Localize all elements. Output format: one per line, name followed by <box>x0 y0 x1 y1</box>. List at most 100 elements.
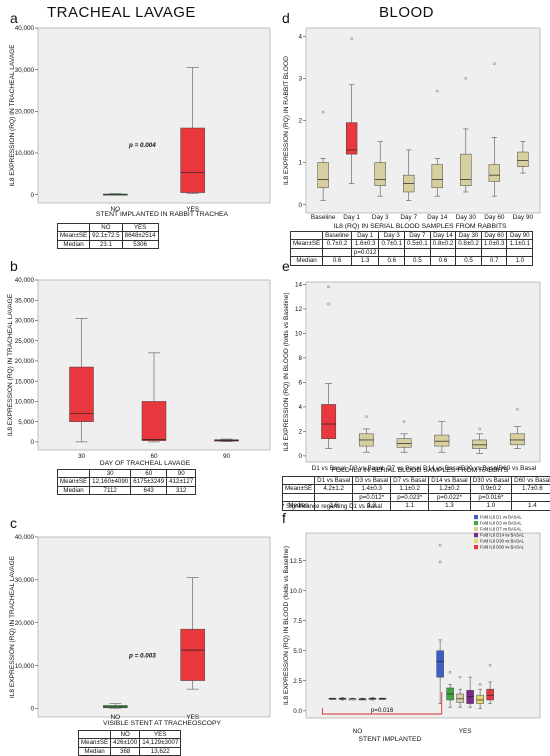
x-category-label-b: 30 <box>78 453 86 460</box>
box-e <box>510 434 524 445</box>
legend-label-f: Fold IL8 D14 vs BASAL <box>480 533 525 538</box>
stats-table-cell: 0.5 <box>405 257 431 265</box>
stats-table-cell: p=0.016* <box>470 493 511 501</box>
y-tick-label-b: 20,000 <box>15 358 35 365</box>
y-tick-label-e: 4 <box>298 404 302 411</box>
legend-swatch-f <box>474 515 478 519</box>
y-tick-label-c: 20,000 <box>15 620 35 627</box>
y-tick-label-b: 30,000 <box>15 318 35 325</box>
legend-label-f: Fold IL8 D7 vs BASAL <box>480 527 522 532</box>
legend-swatch-f <box>474 533 478 537</box>
y-tick-label-b: 40,000 <box>15 277 35 284</box>
stats-table-cell: 30 <box>90 470 131 478</box>
stats-table-cell: 412±127 <box>167 478 196 486</box>
stats-table-cell <box>405 248 431 256</box>
x-category-label-e: D3 vs Basal <box>349 465 383 472</box>
x-axis-label-b: DAY OF TRACHEAL LAVAGE <box>100 460 191 467</box>
box-d <box>346 123 357 155</box>
stats-table-cell: Day 90 <box>507 232 533 240</box>
box-d <box>318 163 329 188</box>
legend-label-f: Fold IL8 D30 vs BASAL <box>480 539 525 544</box>
x-category-label-d: Day 90 <box>513 214 534 221</box>
x-category-label-d: Day 1 <box>343 214 360 221</box>
stats-table-cell: 0.7±0.2 <box>323 240 352 248</box>
x-category-label-e: D60 vs Basal <box>499 465 537 472</box>
stats-table-cell: Mean±SE <box>58 478 90 486</box>
stats-table-cell: NO <box>90 224 122 232</box>
stats-table-cell: Day 7 <box>405 232 431 240</box>
box-d <box>432 165 443 188</box>
y-tick-label-b: 0 <box>30 439 34 446</box>
y-tick-label-a: 40,000 <box>15 25 35 32</box>
stats-table-cell: 90 <box>167 470 196 478</box>
y-tick-label-d: 1 <box>298 160 302 167</box>
x-category-label-b: 60 <box>150 453 158 460</box>
x-category-label-a: NO <box>111 206 121 213</box>
x-category-label-d: Day 30 <box>456 214 477 221</box>
y-tick-label-a: 30,000 <box>15 67 35 74</box>
stats-table-cell: 92.1±72.5 <box>90 232 122 240</box>
stats-table-cell: 0.5±0.1 <box>405 240 431 248</box>
p-value-annotation-a: p = 0.004 <box>128 142 156 149</box>
footnote-e: * Significance regarding D1 vs Basal <box>282 503 382 510</box>
stats-table-cell: 0.7±0.1 <box>379 240 405 248</box>
stats-table-cell <box>283 477 315 485</box>
stats-table-cell: D3 vs Basal <box>353 477 391 485</box>
y-tick-label-e: 0 <box>298 453 302 460</box>
stats-table-cell <box>58 224 90 232</box>
y-tick-label-f: 5.0 <box>293 648 302 655</box>
stats-table-cell: 23.1 <box>90 240 122 248</box>
stats-table-cell: 1.0 <box>507 257 533 265</box>
plot-area-f <box>306 533 540 718</box>
stats-table-cell: Day 1 <box>351 232 379 240</box>
stats-table-cell: 1.4±0.3 <box>353 485 391 493</box>
stats-table-cell: YES <box>122 224 158 232</box>
stats-table-cell: Mean±SE <box>79 739 111 747</box>
legend-label-f: Fold IL8 D60 vs BASAL <box>480 545 525 550</box>
box-f <box>487 689 494 700</box>
stats-table-cell: 5306 <box>122 240 158 248</box>
stats-table-cell: D14 vs Basal <box>429 477 470 485</box>
legend-swatch-f <box>474 527 478 531</box>
y-tick-label-c: 40,000 <box>15 534 35 541</box>
stats-table-cell: 0.9±0.2 <box>470 485 511 493</box>
x-category-label-e: D1 vs Basal <box>312 465 346 472</box>
y-axis-label-e: IL8 EXPRESSION (RQ) IN BLOOD (folds vs B… <box>283 292 290 451</box>
x-axis-label-f: STENT IMPLANTED <box>359 736 422 743</box>
stats-table-cell <box>323 248 352 256</box>
stats-table-cell: 4.2±1.2 <box>315 485 353 493</box>
stats-table-cell: 14,129±3007 <box>140 739 181 747</box>
stats-table-cell: 1.1±0.1 <box>507 240 533 248</box>
p-value-annotation-f: p=0.016 <box>371 707 394 714</box>
y-tick-label-d: 0 <box>298 202 302 209</box>
box-b <box>142 401 166 440</box>
y-tick-label-c: 0 <box>30 706 34 713</box>
y-tick-label-e: 14 <box>295 282 303 289</box>
y-tick-label-f: 12.5 <box>290 558 303 565</box>
stats-table-cell: 0.6 <box>323 257 352 265</box>
y-tick-label-e: 2 <box>298 429 302 436</box>
stats-table-cell: 0.8±0.2 <box>430 240 456 248</box>
x-category-label-c: YES <box>186 714 199 721</box>
legend-swatch-f <box>474 545 478 549</box>
stats-table-cell: p=0.023* <box>391 493 429 501</box>
y-tick-label-a: 20,000 <box>15 109 35 116</box>
x-axis-label-c: VISIBLE STENT AT TRACHEOSCOPY <box>103 720 222 727</box>
stats-table-cell: p=0.012 <box>351 248 379 256</box>
box-f <box>467 690 474 703</box>
y-tick-label-f: 10.0 <box>290 588 303 595</box>
stats-table-cell <box>430 248 456 256</box>
stats-table-cell: 60 <box>131 470 167 478</box>
box-d <box>375 163 386 186</box>
p-value-annotation-c: p = 0.003 <box>128 653 156 660</box>
y-tick-label-e: 8 <box>298 355 302 362</box>
stats-table-cell: 1.2±0.2 <box>429 485 470 493</box>
stats-table-cell: Mean±SE <box>58 232 90 240</box>
